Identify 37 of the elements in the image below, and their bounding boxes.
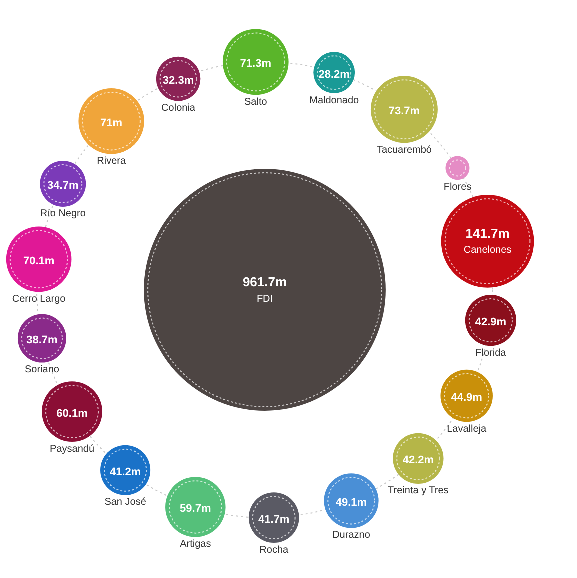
- data-label: 141.7m: [466, 226, 510, 242]
- data-label: 71.3m: [240, 58, 272, 70]
- data-label: 961.7m: [242, 274, 288, 290]
- data-label: 28.2m: [318, 68, 350, 81]
- category-label: Artigas: [180, 539, 212, 550]
- data-label: 32.3m: [162, 75, 194, 88]
- data-label: 41.2m: [110, 466, 142, 478]
- category-label: Salto: [244, 96, 268, 108]
- category-label: Tacuarembó: [376, 144, 432, 156]
- category-label: Durazno: [332, 530, 371, 542]
- category-label: Paysandú: [50, 444, 95, 455]
- category-label: Flores: [444, 182, 472, 193]
- category-label: Maldonado: [310, 95, 360, 106]
- data-label: 60.1m: [56, 408, 88, 420]
- data-label: 73.7m: [388, 106, 420, 118]
- data-label: 70.1m: [23, 255, 55, 268]
- category-label: Colonia: [162, 102, 196, 114]
- category-label: Río Negro: [40, 208, 86, 220]
- data-label: 38.7m: [26, 334, 58, 347]
- data-label: 42.9m: [475, 316, 507, 329]
- category-label: Lavalleja: [447, 424, 488, 435]
- data-label: 49.1m: [336, 496, 368, 509]
- category-label: Treinta y Tres: [388, 486, 449, 497]
- data-label: 41.7m: [258, 514, 290, 526]
- category-label: Cerro Largo: [12, 294, 66, 305]
- category-label: Rivera: [97, 156, 126, 167]
- category-label: Florida: [476, 348, 507, 359]
- data-label: 34.7m: [48, 180, 79, 192]
- category-label: San José: [104, 497, 147, 508]
- data-label: 59.7m: [180, 503, 212, 516]
- data-label: 71m: [100, 117, 123, 130]
- data-label: 44.9m: [451, 392, 483, 404]
- data-label: 42.2m: [402, 454, 434, 467]
- category-label: Canelones: [464, 245, 512, 256]
- category-label: Soriano: [24, 364, 60, 376]
- category-label: FDI: [256, 294, 274, 305]
- category-label: Rocha: [260, 544, 290, 556]
